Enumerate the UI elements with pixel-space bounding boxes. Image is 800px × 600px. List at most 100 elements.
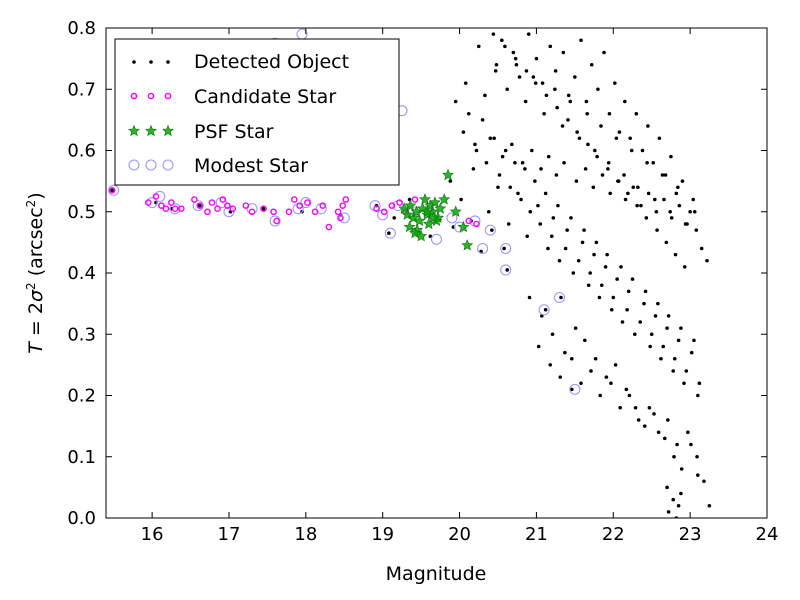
data-point <box>616 179 621 183</box>
data-point <box>434 202 447 214</box>
data-point <box>496 185 500 190</box>
data-point <box>576 258 581 263</box>
data-point <box>686 430 690 435</box>
data-point <box>503 44 507 49</box>
data-point <box>654 209 659 214</box>
data-point <box>513 56 518 61</box>
data-point <box>613 81 617 85</box>
data-point <box>461 239 474 251</box>
data-point <box>337 214 344 222</box>
data-point <box>688 209 692 214</box>
legend-marker <box>162 124 174 137</box>
data-point <box>604 375 609 379</box>
data-point <box>553 291 566 304</box>
data-point <box>659 356 663 361</box>
data-point <box>546 154 551 159</box>
data-point <box>603 265 608 269</box>
data-point <box>219 196 227 203</box>
data-point <box>675 442 679 447</box>
data-point <box>665 485 669 490</box>
data-point <box>652 197 657 202</box>
data-point <box>697 381 702 386</box>
data-point <box>178 205 185 212</box>
data-point <box>655 228 659 232</box>
legend-marker <box>149 60 153 64</box>
y-label-eq: = 2 <box>25 302 47 342</box>
data-point <box>569 356 574 361</box>
data-point <box>553 87 557 92</box>
data-point <box>694 228 699 232</box>
data-point <box>562 160 566 165</box>
data-point <box>527 295 532 300</box>
data-point <box>583 167 588 171</box>
data-point <box>668 209 672 214</box>
data-point <box>500 38 504 43</box>
data-point <box>553 69 558 73</box>
data-point <box>519 197 523 202</box>
data-point <box>626 289 631 294</box>
data-point <box>428 196 441 208</box>
data-point <box>304 199 311 206</box>
data-point <box>665 326 669 330</box>
data-point <box>642 424 647 428</box>
data-point <box>530 148 534 153</box>
legend-label-detected: Detected Object <box>194 51 349 73</box>
data-point <box>311 208 319 216</box>
data-point <box>248 208 256 216</box>
data-point <box>609 381 613 386</box>
data-point <box>171 205 179 212</box>
data-point <box>505 268 510 272</box>
data-point <box>605 252 609 257</box>
data-point <box>191 196 198 203</box>
legend-label-modest: Modest Star <box>194 155 308 177</box>
data-point <box>517 75 522 79</box>
data-point <box>502 246 506 251</box>
data-point <box>510 142 514 147</box>
data-point <box>583 338 587 343</box>
data-point <box>569 216 573 220</box>
data-point <box>674 191 679 196</box>
data-point <box>676 338 681 343</box>
data-point <box>373 205 380 212</box>
y-tick-label: 0.5 <box>67 202 96 223</box>
data-point <box>477 242 489 255</box>
data-point <box>666 314 671 318</box>
x-tick-label: 21 <box>525 524 548 545</box>
data-point <box>493 69 498 73</box>
data-point <box>648 344 652 349</box>
data-point <box>403 220 416 233</box>
data-point <box>500 264 512 276</box>
data-point <box>548 44 553 49</box>
data-point <box>474 148 479 153</box>
data-point <box>229 205 237 212</box>
data-point <box>476 44 481 49</box>
data-point <box>622 173 626 177</box>
data-point <box>409 226 421 239</box>
data-point <box>699 246 704 251</box>
data-point <box>638 320 642 324</box>
data-point <box>566 118 570 122</box>
data-point <box>635 203 639 208</box>
data-point <box>214 205 221 212</box>
data-point <box>696 393 700 398</box>
data-point <box>339 202 347 209</box>
data-point <box>285 208 293 216</box>
data-point <box>528 209 533 214</box>
y-label-lead: T <box>25 341 47 354</box>
data-point <box>484 224 496 236</box>
data-point <box>334 208 342 216</box>
data-point <box>630 277 635 281</box>
data-point <box>593 148 597 153</box>
data-point <box>536 344 541 349</box>
data-point <box>569 387 574 392</box>
data-point <box>647 405 652 410</box>
data-point <box>319 202 327 209</box>
data-point <box>689 350 694 355</box>
x-axis-label: Magnitude <box>386 563 487 585</box>
data-point <box>661 344 666 349</box>
data-point <box>384 227 396 239</box>
series-layer <box>108 28 712 518</box>
data-point <box>671 497 676 502</box>
data-point <box>500 242 512 255</box>
legend-marker <box>166 60 170 64</box>
